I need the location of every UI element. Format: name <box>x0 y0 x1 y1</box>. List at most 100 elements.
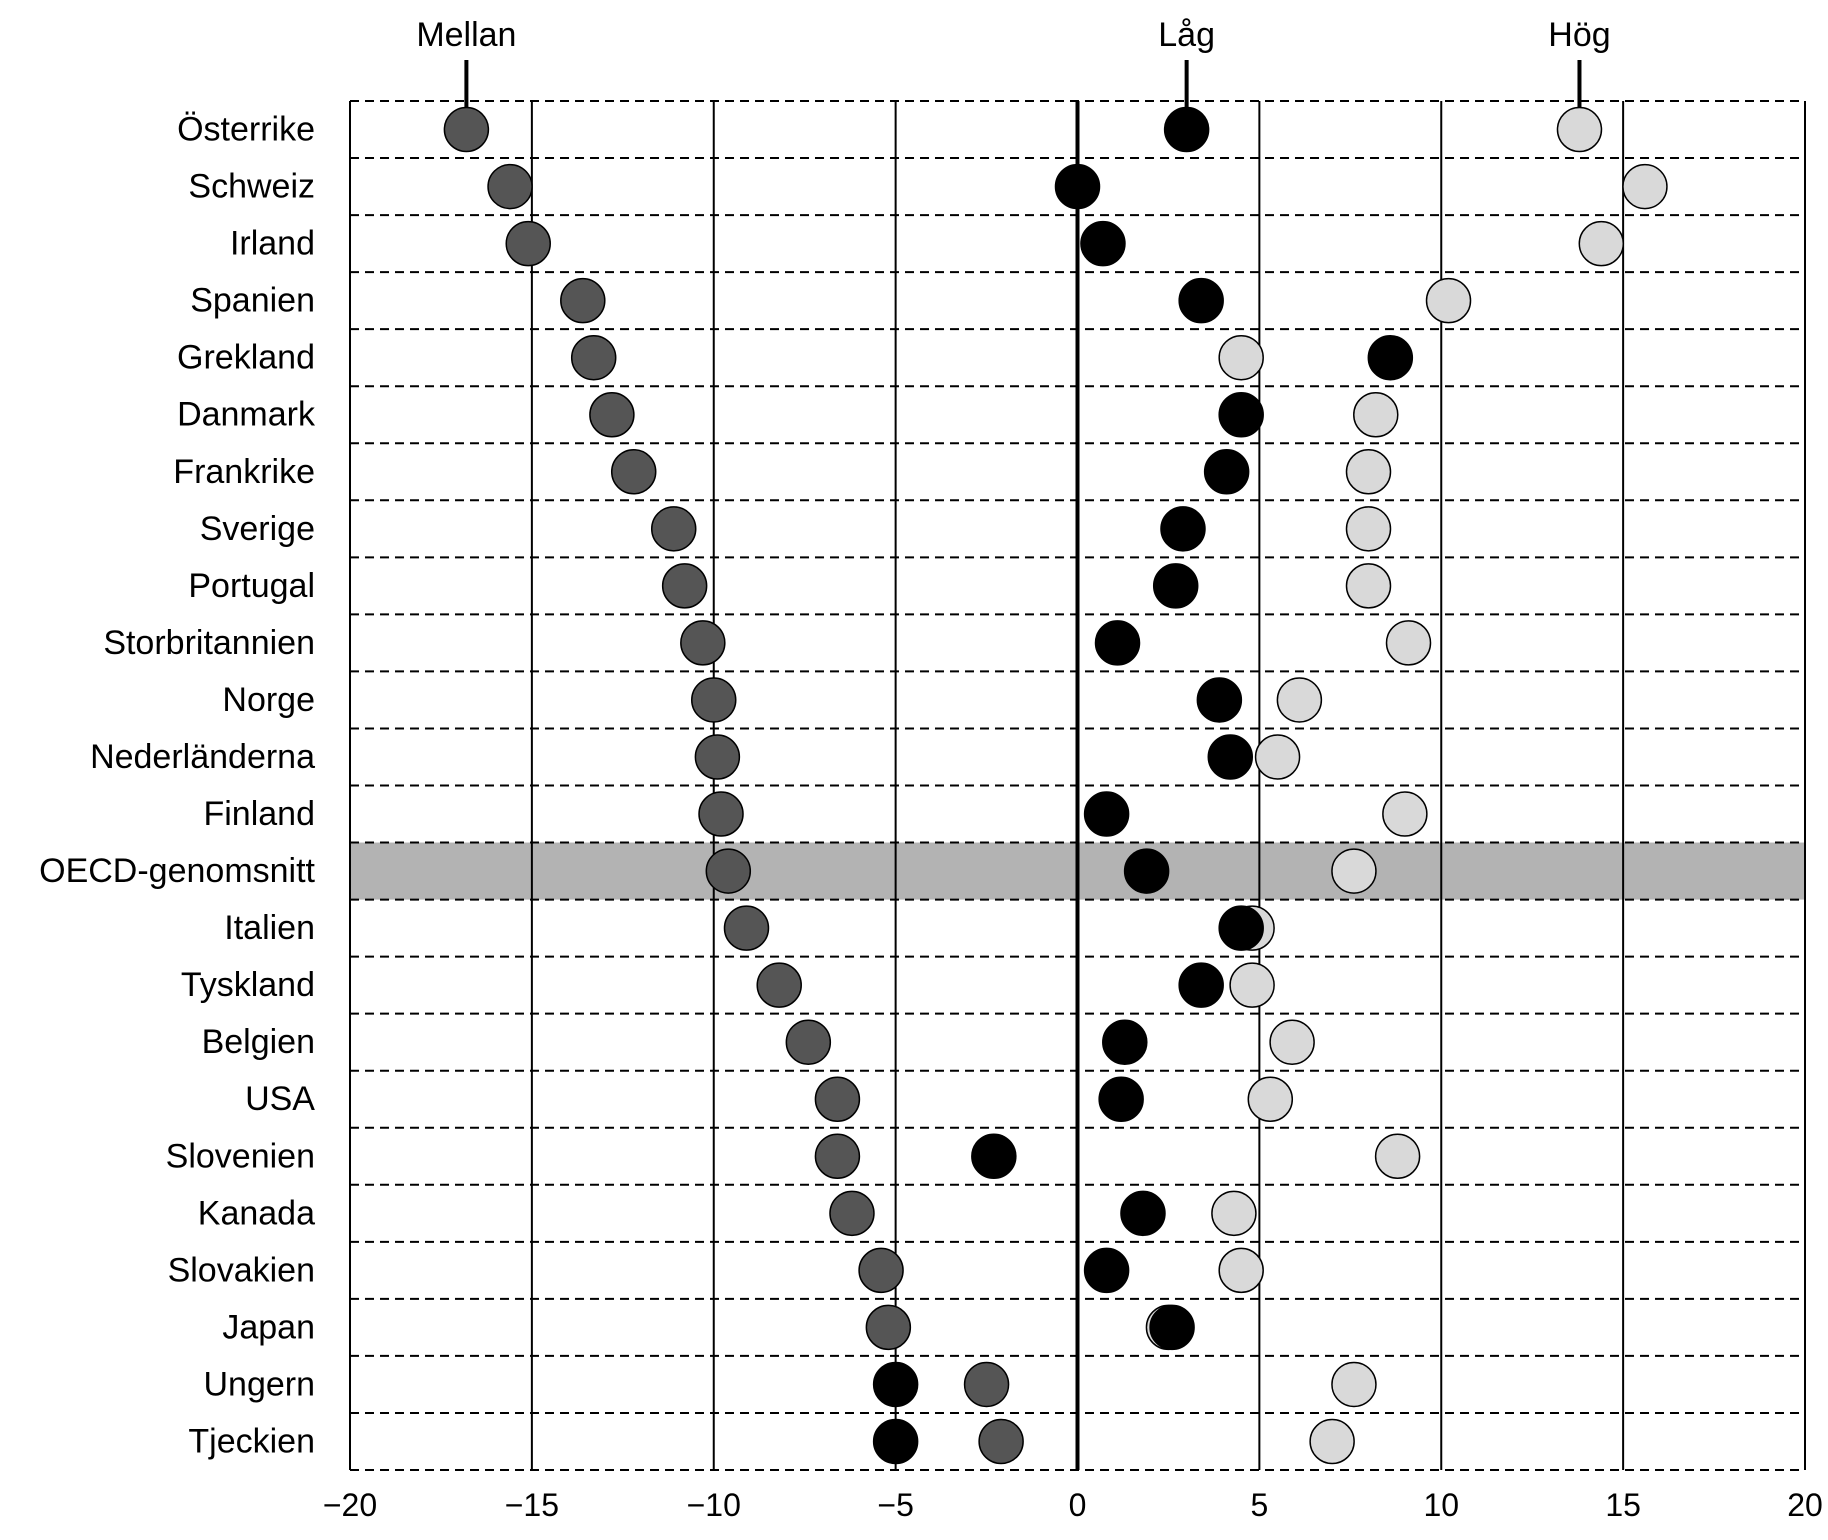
point-mellan <box>978 1418 1024 1465</box>
category-label: Italien <box>224 909 315 947</box>
point-h-g <box>1309 1418 1355 1465</box>
category-label: Grekland <box>177 339 315 377</box>
point-mellan <box>705 848 752 894</box>
category-label: Kanada <box>198 1194 315 1232</box>
point-h-g <box>1331 1361 1377 1408</box>
point-mellan <box>487 163 533 210</box>
point-h-g <box>1425 277 1472 324</box>
category-label: Nederländerna <box>90 738 315 776</box>
point-l-g <box>1102 1019 1148 1065</box>
point-mellan <box>963 1361 1010 1408</box>
point-h-g <box>1353 391 1399 438</box>
point-h-g <box>1211 1190 1257 1237</box>
category-label: Storbritannien <box>103 624 315 662</box>
point-l-g <box>1120 1190 1166 1237</box>
point-l-g <box>1367 334 1414 381</box>
x-tick-label: −5 <box>877 1487 913 1523</box>
x-tick-label: −15 <box>505 1487 559 1523</box>
point-mellan <box>680 620 726 666</box>
point-mellan <box>570 334 617 381</box>
grid-layer <box>349 100 1806 1471</box>
point-mellan <box>698 791 744 837</box>
point-h-g <box>1385 620 1432 666</box>
category-label: Danmark <box>177 396 316 434</box>
point-l-g <box>1083 791 1130 837</box>
series-label: Mellan <box>416 16 516 54</box>
point-mellan <box>723 905 770 951</box>
x-tick-label: 5 <box>1250 1487 1268 1523</box>
tick-layer: −20 −15 −10 −5 0 5 10 15 20 <box>323 1487 1823 1523</box>
point-mellan <box>756 962 802 1008</box>
x-tick-label: 10 <box>1423 1487 1459 1523</box>
category-label: OECD-genomsnitt <box>39 852 315 890</box>
point-l-g <box>1203 449 1250 495</box>
point-mellan <box>858 1247 904 1294</box>
category-label: Norge <box>222 681 315 719</box>
category-label: Finland <box>203 795 315 833</box>
category-label: Spanien <box>190 282 315 320</box>
point-l-g <box>1083 1247 1130 1294</box>
x-tick-label: 20 <box>1787 1487 1823 1523</box>
point-mellan <box>785 1019 832 1065</box>
point-mellan <box>505 220 551 267</box>
category-label: Irland <box>230 225 315 263</box>
point-l-g <box>1196 677 1243 723</box>
point-l-g <box>1152 563 1199 609</box>
category-label: Tyskland <box>181 966 315 1004</box>
point-l-g <box>1149 1304 1195 1351</box>
series-label: Låg <box>1158 16 1215 54</box>
point-l-g <box>1123 848 1170 894</box>
point-mellan <box>661 563 708 609</box>
point-mellan <box>814 1133 861 1180</box>
point-l-g <box>971 1133 1017 1180</box>
point-h-g <box>1218 1247 1264 1294</box>
category-label: Ungern <box>203 1365 315 1403</box>
category-label: Slovenien <box>166 1137 315 1175</box>
point-h-g <box>1218 334 1264 381</box>
point-h-g <box>1345 449 1392 495</box>
point-h-g <box>1254 734 1301 780</box>
category-label: Schweiz <box>188 168 315 206</box>
point-mellan <box>443 106 490 153</box>
point-h-g <box>1578 220 1625 267</box>
point-mellan <box>814 1076 861 1122</box>
point-h-g <box>1556 106 1603 153</box>
point-mellan <box>589 391 635 438</box>
point-l-g <box>1207 734 1254 780</box>
point-mellan <box>829 1190 875 1237</box>
category-label: Portugal <box>188 567 315 605</box>
category-label: Belgien <box>202 1023 315 1061</box>
point-l-g <box>1163 106 1210 153</box>
category-label: Frankrike <box>173 453 315 491</box>
category-label: Japan <box>222 1308 315 1346</box>
point-mellan <box>691 677 737 723</box>
category-label: Sverige <box>200 510 315 548</box>
x-tick-label: −10 <box>687 1487 741 1523</box>
label-layer: Österrike Schweiz Irland Spanien Grekland Dan… <box>39 16 1611 1460</box>
category-label: Slovakien <box>168 1251 315 1289</box>
point-h-g <box>1345 506 1392 552</box>
points-layer <box>443 106 1668 1465</box>
point-l-g <box>1094 620 1141 666</box>
point-l-g <box>1080 220 1126 267</box>
point-mellan <box>865 1304 912 1351</box>
point-l-g <box>1178 962 1224 1008</box>
x-tick-label: 15 <box>1605 1487 1641 1523</box>
point-h-g <box>1276 677 1323 723</box>
point-h-g <box>1269 1019 1315 1065</box>
point-l-g <box>1178 277 1224 324</box>
point-mellan <box>650 506 697 552</box>
point-h-g <box>1229 962 1275 1008</box>
point-l-g <box>1098 1076 1144 1122</box>
point-h-g <box>1622 163 1668 210</box>
category-label: Tjeckien <box>188 1422 315 1460</box>
x-tick-label: −20 <box>323 1487 377 1523</box>
point-mellan <box>694 734 741 780</box>
point-h-g <box>1382 791 1428 837</box>
point-l-g <box>1218 391 1264 438</box>
category-label: USA <box>245 1080 315 1118</box>
series-label: Hög <box>1548 16 1610 54</box>
point-l-g <box>872 1418 919 1465</box>
